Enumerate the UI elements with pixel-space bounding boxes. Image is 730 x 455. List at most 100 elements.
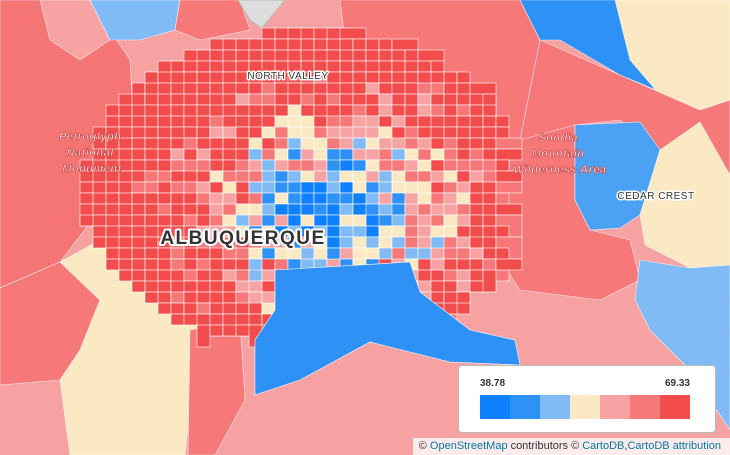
- tract: [339, 93, 354, 106]
- tract: [131, 137, 146, 150]
- tract: [157, 258, 172, 271]
- tract: [209, 159, 224, 172]
- tract: [209, 181, 224, 194]
- tract: [131, 214, 146, 227]
- tract: [235, 82, 250, 95]
- tract: [209, 137, 224, 150]
- tract: [209, 49, 224, 62]
- tract: [391, 214, 406, 227]
- tract: [183, 192, 198, 205]
- tract: [287, 247, 302, 260]
- tract: [183, 60, 198, 73]
- tract: [131, 82, 146, 95]
- park-label-line: Petroglyph: [59, 131, 121, 143]
- tract: [482, 214, 497, 227]
- tract: [235, 203, 250, 216]
- tract: [365, 126, 380, 139]
- tract: [274, 181, 289, 194]
- tract: [235, 302, 250, 315]
- legend-min: 38.78: [480, 378, 506, 389]
- tract: [313, 247, 328, 260]
- tract: [170, 203, 185, 216]
- tract: [495, 203, 523, 216]
- tract: [495, 137, 523, 150]
- tract: [235, 181, 250, 194]
- tract: [339, 148, 354, 161]
- tract: [495, 225, 510, 238]
- tract: [417, 49, 445, 62]
- tract: [144, 159, 159, 172]
- attribution-link[interactable]: CartoDB attribution: [627, 440, 721, 452]
- tract: [352, 38, 367, 51]
- tract: [339, 60, 354, 73]
- legend-max: 69.33: [664, 378, 690, 389]
- tract: [495, 148, 523, 161]
- tract: [456, 214, 471, 227]
- tract: [378, 247, 393, 260]
- tract: [196, 126, 211, 139]
- tract: [456, 159, 471, 172]
- tract: [352, 126, 367, 139]
- tract: [430, 60, 445, 73]
- tract: [313, 38, 328, 51]
- tract: [352, 104, 367, 117]
- tract: [235, 159, 250, 172]
- legend-swatch: [630, 395, 660, 419]
- tract: [157, 214, 172, 227]
- tract: [339, 27, 367, 40]
- tract: [196, 82, 211, 95]
- tract: [365, 82, 380, 95]
- tract: [391, 170, 406, 183]
- attribution-text: contributors ©: [510, 440, 580, 452]
- tract: [196, 302, 211, 315]
- tract: [365, 93, 380, 106]
- tract: [157, 181, 172, 194]
- attribution-link[interactable]: OpenStreetMap: [429, 440, 508, 452]
- tract: [469, 247, 484, 260]
- tract: [378, 38, 393, 51]
- tract: [339, 236, 354, 249]
- tract: [326, 214, 341, 227]
- place-label: CEDAR CREST: [617, 191, 694, 202]
- tract: [365, 247, 380, 260]
- tract: [326, 225, 341, 238]
- tract: [456, 137, 471, 150]
- tract: [456, 291, 471, 304]
- attribution-link[interactable]: CartoDB: [582, 440, 625, 452]
- tract: [391, 38, 419, 51]
- tract: [456, 93, 471, 106]
- region: [89, 0, 181, 41]
- tract: [495, 159, 510, 172]
- tract: [144, 126, 159, 139]
- tract: [196, 192, 211, 205]
- tract: [404, 60, 419, 73]
- tract: [274, 258, 289, 271]
- tract: [92, 192, 107, 205]
- tract: [144, 115, 159, 128]
- tract: [170, 104, 185, 117]
- tract: [430, 82, 445, 95]
- tract: [404, 225, 419, 238]
- tract: [248, 148, 263, 161]
- tract: [261, 159, 276, 172]
- tract: [157, 291, 172, 304]
- tract: [339, 170, 354, 183]
- legend: 38.78 69.33: [458, 365, 716, 433]
- tract: [131, 269, 146, 282]
- tract: [352, 49, 367, 62]
- legend-swatch: [660, 395, 690, 419]
- tract: [326, 170, 341, 183]
- tract: [378, 49, 393, 62]
- tract: [118, 236, 133, 249]
- tract: [352, 71, 367, 84]
- tract: [482, 181, 497, 194]
- tract: [261, 115, 276, 128]
- tract: [365, 71, 380, 84]
- tract: [170, 291, 185, 304]
- park-label-line: Wilderness Area: [513, 164, 606, 176]
- park-label: Sondia Mountain Wilderness Area: [513, 132, 606, 176]
- tract: [261, 214, 276, 227]
- tract: [92, 203, 107, 216]
- tract: [222, 60, 237, 73]
- tract: [417, 181, 432, 194]
